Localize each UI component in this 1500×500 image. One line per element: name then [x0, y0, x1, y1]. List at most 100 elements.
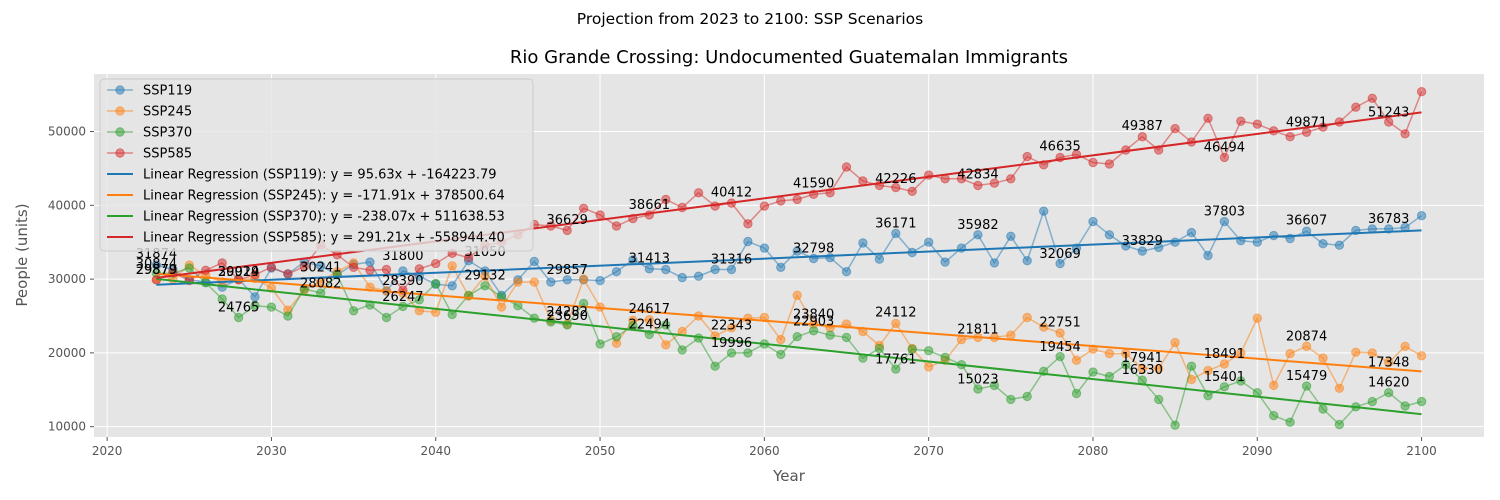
legend-label: SSP245: [143, 105, 192, 120]
data-point: [792, 290, 802, 300]
point-annotation: 20874: [1286, 329, 1327, 344]
data-point: [1384, 388, 1394, 398]
data-point: [1055, 258, 1065, 269]
legend-marker: [115, 85, 125, 95]
data-point: [381, 264, 392, 275]
data-point: [726, 348, 737, 358]
data-point: [891, 364, 901, 374]
data-point: [1203, 113, 1213, 124]
point-annotation: 23840: [793, 308, 834, 323]
data-point: [1154, 242, 1164, 253]
data-point: [841, 162, 852, 172]
data-point: [1121, 360, 1131, 370]
data-point: [1203, 365, 1213, 376]
data-point: [956, 174, 967, 184]
data-point: [661, 194, 671, 205]
data-point: [759, 243, 770, 253]
data-point: [1285, 348, 1295, 359]
data-point: [1334, 419, 1345, 430]
point-annotation: 29924: [218, 265, 259, 280]
point-annotation: 26247: [382, 290, 423, 305]
point-annotation: 17941: [1122, 351, 1163, 366]
legend-entry: Linear Regression (SSP370): y = -238.07x…: [107, 210, 505, 225]
data-point: [759, 201, 770, 211]
point-annotation: 22903: [793, 314, 834, 329]
data-point: [431, 278, 441, 289]
point-annotation: 14620: [1368, 376, 1409, 391]
data-point: [513, 277, 523, 287]
data-point: [1318, 353, 1328, 363]
data-point: [365, 265, 375, 275]
point-annotation: 37803: [1204, 205, 1245, 220]
data-point: [1252, 119, 1263, 129]
x-tick-label: 2040: [420, 444, 451, 458]
legend-entry: SSP585: [107, 147, 192, 162]
y-tick-label: 10000: [48, 420, 86, 434]
data-point: [891, 228, 901, 239]
data-point: [743, 219, 753, 229]
data-point: [644, 264, 654, 274]
data-point: [924, 362, 934, 372]
data-point: [1022, 312, 1032, 323]
data-point: [661, 320, 671, 330]
point-annotation: 38661: [629, 198, 670, 213]
point-annotation: 15479: [1286, 369, 1327, 384]
data-point: [1334, 383, 1345, 393]
x-tick-label: 2100: [1406, 444, 1437, 458]
data-point: [891, 318, 901, 329]
data-point: [250, 292, 260, 302]
data-point: [529, 277, 539, 287]
point-annotation: 21811: [957, 323, 998, 338]
data-point: [1384, 117, 1394, 127]
point-annotation: 32798: [793, 241, 834, 256]
data-point: [743, 236, 753, 247]
point-annotation: 22343: [711, 319, 752, 334]
data-point: [266, 262, 277, 272]
data-point: [1416, 211, 1427, 221]
point-annotation: 33829: [1122, 234, 1163, 249]
data-point: [973, 384, 983, 394]
data-point: [858, 238, 868, 248]
data-point: [1006, 394, 1016, 405]
data-point: [989, 380, 1000, 391]
data-point: [1104, 230, 1115, 240]
data-point: [447, 261, 457, 271]
legend-entry: SSP370: [107, 126, 192, 141]
data-point: [1334, 240, 1345, 250]
point-annotation: 29879: [136, 263, 177, 278]
data-point: [825, 330, 835, 340]
data-point: [677, 345, 687, 355]
data-point: [1318, 404, 1328, 414]
legend: SSP119 SSP245 SSP370 SSP585 Linear Regressio…: [99, 78, 534, 252]
point-annotation: 15401: [1204, 370, 1245, 385]
data-point: [1384, 357, 1394, 368]
data-point: [1186, 227, 1197, 238]
legend-label: SSP370: [143, 126, 192, 141]
point-annotation: 23650: [547, 309, 588, 324]
legend-label: SSP585: [143, 147, 192, 162]
x-tick-label: 2030: [256, 444, 287, 458]
data-point: [710, 264, 720, 275]
data-point: [743, 348, 753, 358]
data-point: [1236, 376, 1246, 386]
data-point: [1104, 371, 1115, 382]
data-point: [1170, 337, 1180, 348]
y-axis-ticks: 10000 20000 30000 40000 50000: [48, 125, 94, 434]
point-annotation: 31316: [711, 252, 752, 267]
point-annotation: 22751: [1039, 316, 1080, 331]
point-annotation: 49871: [1286, 116, 1327, 131]
data-point: [611, 267, 622, 277]
data-point: [1269, 410, 1279, 421]
data-point: [776, 196, 786, 206]
legend-label: Linear Regression (SSP585): y = 291.21x …: [143, 231, 505, 246]
data-point: [1252, 237, 1263, 247]
y-tick-label: 40000: [48, 198, 86, 212]
data-point: [1285, 132, 1295, 142]
data-point: [792, 246, 802, 256]
point-annotation: 36629: [547, 213, 588, 228]
data-point: [595, 210, 605, 220]
data-point: [546, 277, 556, 287]
x-tick-label: 2090: [1242, 444, 1273, 458]
data-point: [1006, 174, 1016, 184]
